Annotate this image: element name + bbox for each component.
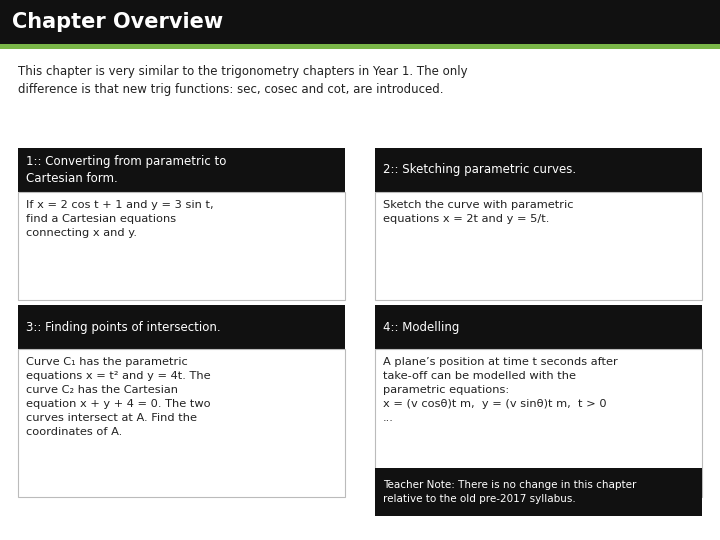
FancyBboxPatch shape: [18, 192, 345, 300]
FancyBboxPatch shape: [18, 349, 345, 497]
Text: This chapter is very similar to the trigonometry chapters in Year 1. The only
di: This chapter is very similar to the trig…: [18, 65, 467, 96]
FancyBboxPatch shape: [0, 0, 720, 44]
FancyBboxPatch shape: [375, 468, 702, 516]
Text: Chapter Overview: Chapter Overview: [12, 12, 223, 32]
Text: 1:: Converting from parametric to
Cartesian form.: 1:: Converting from parametric to Cartes…: [26, 155, 226, 185]
Text: 4:: Modelling: 4:: Modelling: [383, 321, 459, 334]
FancyBboxPatch shape: [375, 305, 702, 349]
Text: Teacher Note: There is no change in this chapter
relative to the old pre-2017 sy: Teacher Note: There is no change in this…: [383, 480, 636, 504]
Text: A plane’s position at time t seconds after
take-off can be modelled with the
par: A plane’s position at time t seconds aft…: [383, 357, 618, 423]
Text: 3:: Finding points of intersection.: 3:: Finding points of intersection.: [26, 321, 220, 334]
Text: 2:: Sketching parametric curves.: 2:: Sketching parametric curves.: [383, 164, 576, 177]
FancyBboxPatch shape: [375, 148, 702, 192]
Text: Sketch the curve with parametric
equations x = 2t and y = 5/t.: Sketch the curve with parametric equatio…: [383, 200, 574, 224]
FancyBboxPatch shape: [18, 148, 345, 192]
FancyBboxPatch shape: [375, 349, 702, 497]
FancyBboxPatch shape: [0, 44, 720, 49]
FancyBboxPatch shape: [18, 305, 345, 349]
FancyBboxPatch shape: [375, 192, 702, 300]
Text: If x = 2 cos t + 1 and y = 3 sin t,
find a Cartesian equations
connecting x and : If x = 2 cos t + 1 and y = 3 sin t, find…: [26, 200, 214, 238]
Text: Curve C₁ has the parametric
equations x = t² and y = 4t. The
curve C₂ has the Ca: Curve C₁ has the parametric equations x …: [26, 357, 211, 437]
